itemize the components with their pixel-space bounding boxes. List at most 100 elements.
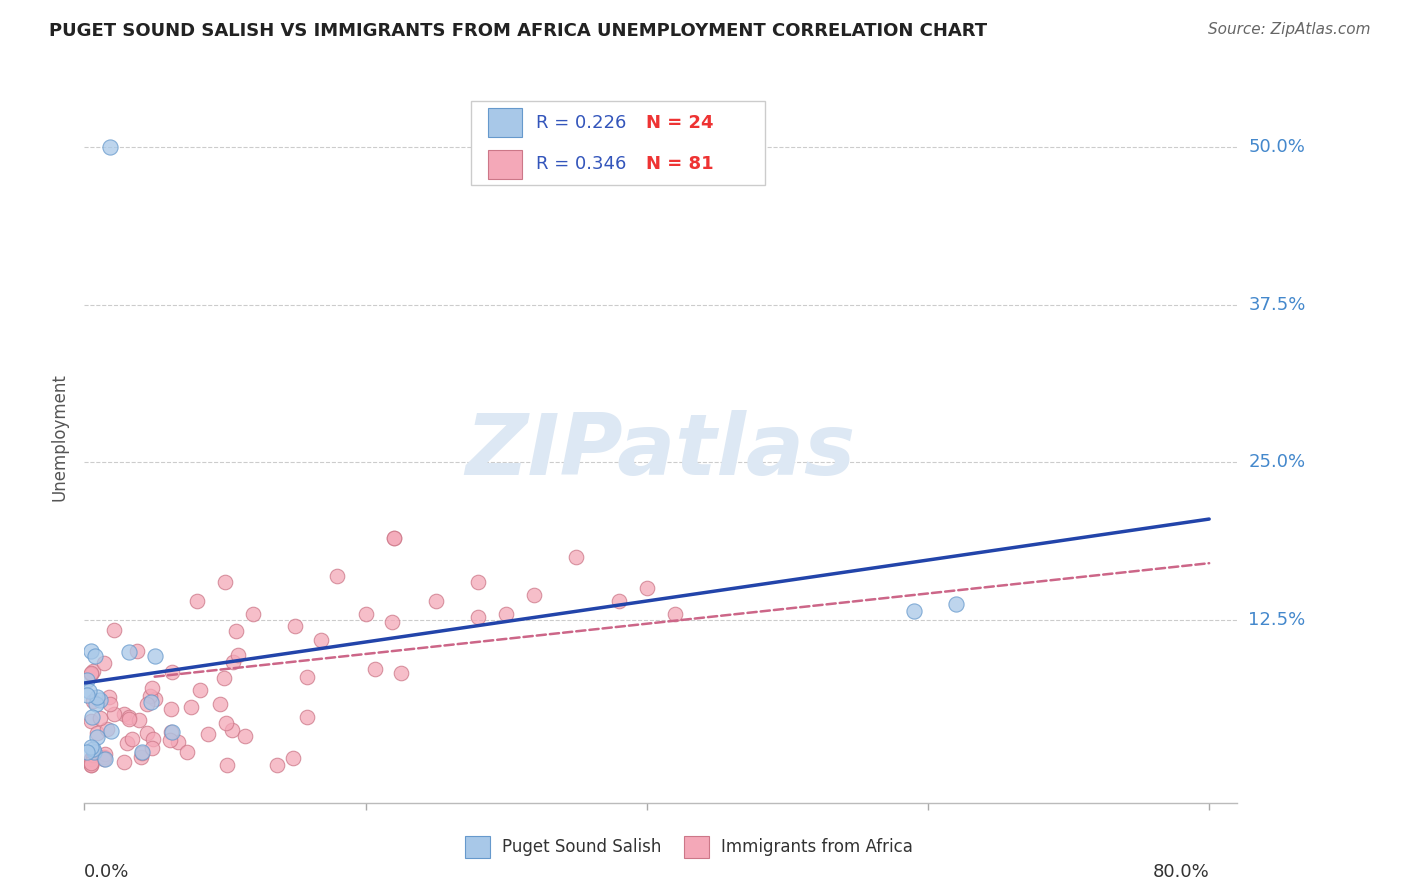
Point [129, 749, 152, 764]
Point [903, 604, 925, 618]
Point [242, 607, 264, 621]
Text: Source: ZipAtlas.com: Source: ZipAtlas.com [1208, 22, 1371, 37]
Point [80, 740, 103, 755]
Point [82, 664, 104, 678]
Point [98, 140, 121, 154]
Point [326, 569, 349, 583]
Point [131, 745, 153, 759]
Point [607, 594, 630, 608]
Point [80, 714, 103, 729]
Point [297, 671, 319, 685]
Point [160, 665, 183, 679]
Point [86, 726, 108, 740]
Point [495, 607, 517, 621]
Point [215, 715, 238, 730]
Point [93, 752, 115, 766]
Point [96, 722, 118, 736]
Point [382, 531, 405, 545]
Point [118, 644, 141, 658]
Point [93, 750, 115, 764]
Point [281, 751, 304, 765]
Point [118, 712, 141, 726]
Point [76, 688, 98, 702]
Text: 37.5%: 37.5% [1249, 295, 1306, 314]
Point [381, 615, 404, 629]
Point [94, 747, 117, 761]
Text: N = 81: N = 81 [645, 155, 713, 173]
Point [82, 694, 104, 708]
Point [83, 745, 105, 759]
Text: N = 24: N = 24 [645, 113, 713, 131]
Point [354, 607, 377, 621]
Point [664, 607, 686, 621]
Point [297, 710, 319, 724]
Point [112, 706, 135, 721]
Bar [683, 836, 709, 858]
Point [93, 656, 115, 670]
Point [103, 707, 125, 722]
Point [103, 623, 125, 637]
Point [233, 729, 256, 743]
Point [97, 690, 120, 705]
Text: R = 0.226: R = 0.226 [536, 113, 627, 131]
Point [160, 702, 183, 716]
Point [225, 624, 247, 638]
Text: 25.0%: 25.0% [1249, 453, 1306, 471]
Text: Puget Sound Salish: Puget Sound Salish [502, 838, 661, 855]
Point [188, 682, 211, 697]
Bar [488, 150, 523, 179]
Point [636, 582, 658, 596]
Point [136, 726, 159, 740]
Point [221, 723, 243, 737]
Point [86, 690, 108, 705]
Text: 50.0%: 50.0% [1249, 138, 1305, 156]
Point [389, 666, 412, 681]
Point [115, 736, 138, 750]
Point [80, 751, 103, 765]
Point [118, 710, 141, 724]
Point [84, 649, 107, 664]
Point [80, 756, 103, 771]
Point [214, 575, 236, 590]
Point [209, 698, 232, 712]
Point [176, 745, 198, 759]
Point [143, 692, 166, 706]
Point [467, 609, 489, 624]
Point [226, 648, 249, 662]
Point [523, 588, 546, 602]
Point [80, 666, 103, 681]
Text: 80.0%: 80.0% [1153, 863, 1209, 881]
Point [217, 758, 239, 772]
Bar [488, 108, 523, 137]
Point [112, 755, 135, 769]
Point [425, 594, 447, 608]
Point [121, 732, 143, 747]
Point [82, 748, 104, 763]
Point [76, 673, 98, 688]
Point [77, 683, 100, 698]
Point [141, 681, 163, 696]
Point [382, 531, 405, 545]
Point [565, 549, 588, 564]
Point [309, 633, 332, 648]
Point [143, 649, 166, 664]
Text: PUGET SOUND SALISH VS IMMIGRANTS FROM AFRICA UNEMPLOYMENT CORRELATION CHART: PUGET SOUND SALISH VS IMMIGRANTS FROM AF… [49, 22, 987, 40]
Point [945, 597, 967, 611]
Point [80, 758, 103, 772]
Point [127, 644, 149, 658]
Point [139, 695, 162, 709]
Point [82, 741, 104, 756]
Point [131, 746, 153, 760]
Point [186, 594, 208, 608]
Point [139, 689, 162, 703]
Point [89, 711, 111, 725]
Point [136, 697, 159, 711]
Point [141, 740, 163, 755]
Point [128, 714, 150, 728]
Point [364, 662, 387, 676]
Text: ZIPatlas: ZIPatlas [465, 410, 856, 493]
Point [94, 752, 117, 766]
Text: 0.0%: 0.0% [84, 863, 129, 881]
Point [160, 725, 183, 739]
Point [284, 619, 307, 633]
